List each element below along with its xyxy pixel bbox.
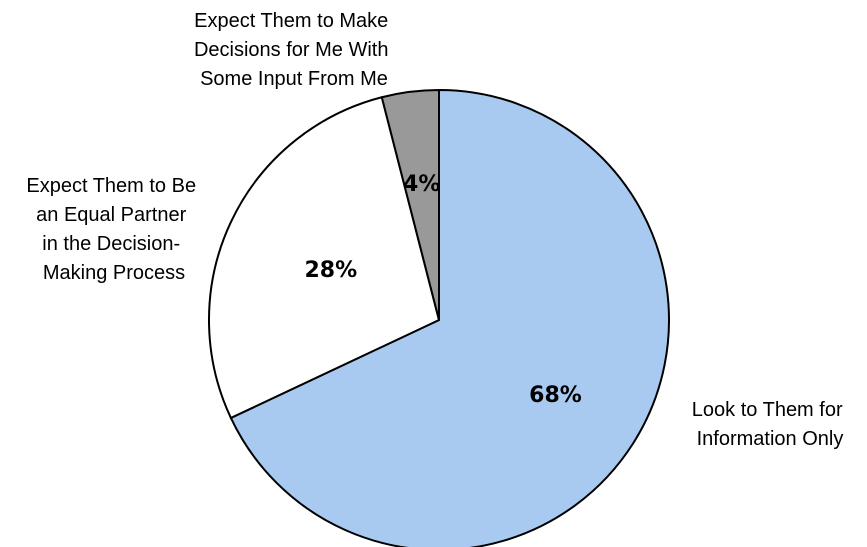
slice-make-decisions [380, 88, 440, 321]
pie-slices [208, 88, 670, 547]
category-label-make-decisions: Expect Them to Make Decisions for Me Wit… [194, 10, 394, 90]
slice-value-label-make-decisions: 4% [403, 172, 440, 197]
slice-value-label-equal-partner: 28% [304, 258, 357, 283]
slice-information-only [229, 88, 670, 547]
category-label-information-only: Look to Them for Information Only [692, 399, 848, 450]
slice-equal-partner [208, 96, 441, 420]
pie-category-labels: Look to Them for Information Only Expect… [26, 10, 848, 450]
slice-value-label-information-only: 68% [529, 383, 582, 408]
category-label-equal-partner: Expect Them to Be an Equal Partner in th… [26, 175, 201, 284]
pie-value-labels: 68% 28% 4% [304, 172, 581, 408]
